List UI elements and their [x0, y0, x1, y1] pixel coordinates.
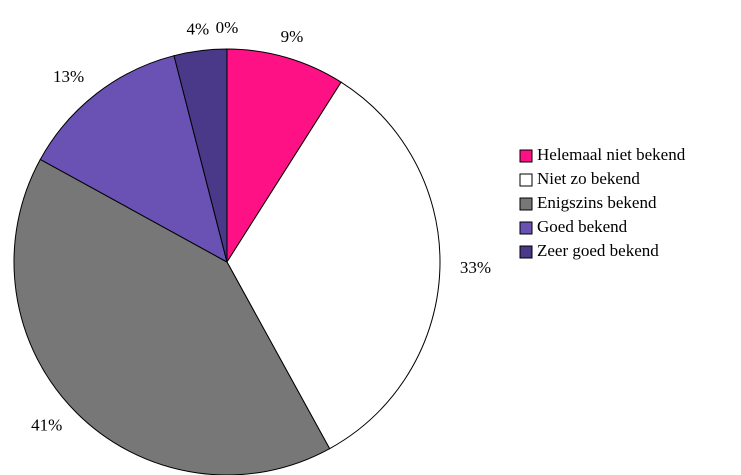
- pie-slice: [226, 48, 342, 264]
- legend-swatch: [519, 149, 533, 163]
- data-label: 33%: [460, 258, 491, 277]
- legend-swatch: [519, 245, 533, 259]
- legend-label: Zeer goed bekend: [537, 241, 659, 260]
- pie-slice: [226, 81, 441, 450]
- data-label: 41%: [31, 416, 62, 435]
- legend-label: Goed bekend: [537, 217, 628, 236]
- pie-slice: [39, 55, 228, 263]
- legend-label: Enigszins bekend: [537, 193, 657, 212]
- data-label: 0%: [216, 18, 239, 37]
- data-label: 13%: [53, 67, 84, 86]
- legend-swatch: [519, 221, 533, 235]
- legend-swatch: [519, 173, 533, 187]
- pie-slice: [13, 158, 331, 475]
- data-label: 9%: [281, 27, 304, 46]
- data-label: 4%: [186, 20, 209, 39]
- legend-label: Helemaal niet bekend: [537, 145, 686, 164]
- legend-label: Niet zo bekend: [537, 169, 640, 188]
- legend-swatch: [519, 197, 533, 211]
